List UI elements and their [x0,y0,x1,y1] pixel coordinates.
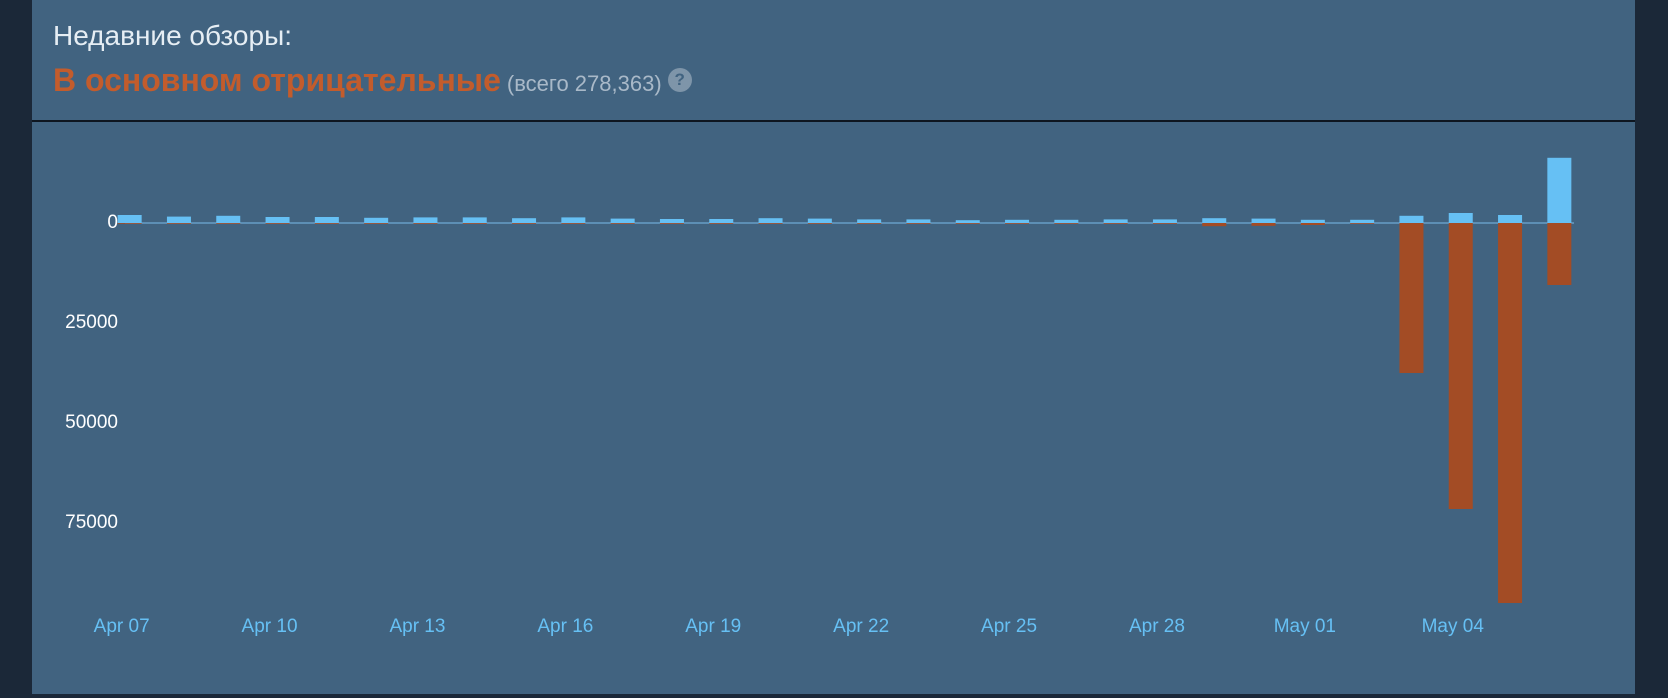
bar [1103,223,1128,224]
bar [265,217,290,223]
bar [561,217,586,223]
bar [216,223,241,224]
x-tick-label: Apr 19 [685,616,741,637]
x-tick-label: Apr 10 [242,616,298,637]
x-tick-label: Apr 22 [833,616,889,637]
title: Недавние обзоры: [53,20,292,51]
bar [117,223,142,224]
bar [561,223,586,224]
bar [857,219,882,223]
bar [512,218,537,223]
help-icon[interactable]: ? [667,68,692,92]
bar [1448,213,1473,223]
x-tick-label: Apr 28 [1129,616,1185,637]
bar [1448,223,1473,509]
bar [709,219,734,223]
bar [857,223,882,224]
bar [1005,223,1030,224]
y-tick-label: 75000 [65,512,118,533]
bar [807,223,832,224]
bar [364,223,389,224]
bar [1300,223,1325,225]
bar [758,223,783,224]
bar [1547,157,1572,223]
bar [1251,223,1276,226]
bar [1251,218,1276,223]
summary: В основном отрицательные [53,62,501,98]
y-tick-label: 25000 [65,312,118,333]
summary-row: В основном отрицательные (всего 278,363)? [53,62,692,99]
bar [1202,223,1227,227]
x-tick-label: May 04 [1422,616,1485,637]
bar [955,223,980,224]
bar [1152,223,1177,224]
bar [413,223,438,224]
bar [166,216,191,223]
bar [1054,219,1079,223]
bar [1152,219,1177,223]
bar [659,219,684,223]
bar [659,223,684,224]
bar [1202,218,1227,223]
total: (всего 278,363) [506,71,662,96]
review-panel: Недавние обзоры: В основном отрицательны… [32,0,1635,694]
x-tick-label: Apr 13 [389,616,445,637]
bar [117,215,142,223]
x-tick-label: May 01 [1274,616,1336,637]
bar [364,217,389,223]
x-tick-label: Apr 07 [94,616,150,637]
bar [462,217,487,223]
bar [1498,223,1523,603]
bar [314,223,339,224]
bar [1498,215,1523,223]
bar [1399,215,1424,223]
bar [906,219,931,223]
bar [166,223,191,224]
bar [955,220,980,223]
x-tick-label: Apr 25 [981,616,1037,637]
bar [610,223,635,224]
bar [1005,219,1030,223]
bar [709,223,734,224]
bar [512,223,537,224]
bar [1547,223,1572,285]
header: Недавние обзоры: В основном отрицательны… [32,0,1635,122]
bar [462,223,487,224]
bar [1300,219,1325,223]
bar [807,218,832,223]
bar [1054,223,1079,224]
bar [216,215,241,223]
bar [413,217,438,223]
bar [610,218,635,223]
bar [1399,223,1424,373]
x-tick-label: Apr 16 [537,616,593,637]
bar [1103,219,1128,223]
bar [314,217,339,223]
bar [906,223,931,224]
bar [1350,223,1375,224]
bar [758,218,783,223]
bar [1350,219,1375,223]
bar [265,223,290,224]
y-tick-label: 50000 [65,412,118,433]
y-tick-label: 0 [107,212,118,233]
